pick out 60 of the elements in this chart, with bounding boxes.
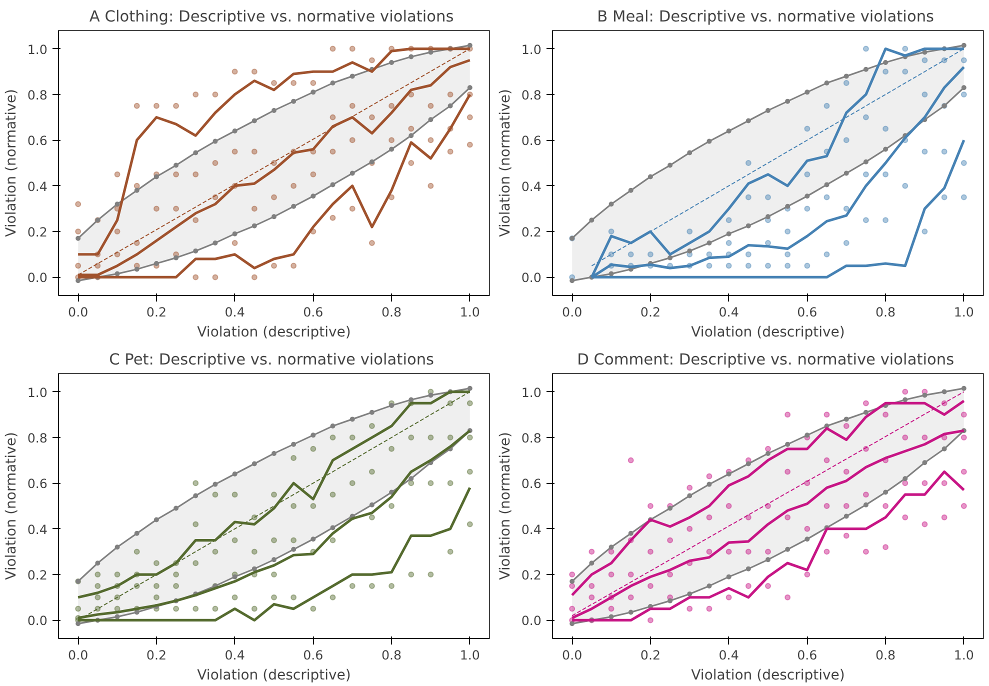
x-tick-label: 0.0 bbox=[562, 648, 582, 662]
y-tick-label: 0.4 bbox=[521, 178, 542, 194]
x-tick-label: 0.0 bbox=[562, 304, 582, 320]
y-tick-label: 0.6 bbox=[27, 133, 48, 148]
y-tick-label: 0.8 bbox=[521, 430, 542, 446]
y-tick-label: 0.8 bbox=[27, 430, 48, 446]
y-tick-label: 0.0 bbox=[521, 270, 542, 286]
x-axis-title: Violation (descriptive) bbox=[691, 324, 845, 340]
y-tick-label: 0.4 bbox=[27, 178, 48, 194]
x-tick-label: 0.2 bbox=[146, 304, 167, 320]
x-tick-label: 0.6 bbox=[303, 304, 324, 320]
y-tick-label: 0.6 bbox=[521, 133, 542, 148]
x-tick-label: 1.0 bbox=[954, 304, 974, 320]
chart-title: A Clothing: Descriptive vs. normative violations bbox=[89, 8, 454, 26]
y-axis-title: Violation (normative) bbox=[3, 432, 20, 580]
x-tick-label: 1.0 bbox=[954, 648, 974, 662]
x-tick-label: 0.0 bbox=[68, 648, 88, 662]
x-tick-label: 0.4 bbox=[224, 648, 245, 662]
x-tick-label: 0.2 bbox=[640, 648, 661, 662]
x-axis-title: Violation (descriptive) bbox=[197, 324, 351, 340]
x-axis-title: Violation (descriptive) bbox=[197, 668, 351, 684]
x-tick-label: 0.4 bbox=[224, 304, 245, 320]
x-tick-label: 0.2 bbox=[146, 648, 167, 662]
y-tick-label: 1.0 bbox=[521, 384, 542, 400]
chart-title: D Comment: Descriptive vs. normative violations bbox=[577, 350, 954, 368]
x-tick-label: 0.6 bbox=[797, 304, 818, 320]
x-axis-title: Violation (descriptive) bbox=[691, 668, 845, 684]
x-tick-label: 0.8 bbox=[875, 304, 896, 320]
x-tick-label: 0.8 bbox=[875, 648, 896, 662]
x-tick-label: 0.0 bbox=[68, 304, 88, 320]
y-tick-label: 0.6 bbox=[27, 476, 48, 492]
chart-title: C Pet: Descriptive vs. normative violations bbox=[109, 350, 434, 368]
y-tick-label: 0.4 bbox=[521, 522, 542, 537]
y-tick-label: 0.2 bbox=[521, 224, 542, 240]
x-tick-label: 0.6 bbox=[797, 648, 818, 662]
y-tick-label: 1.0 bbox=[27, 384, 48, 400]
y-tick-label: 0.2 bbox=[27, 568, 48, 583]
y-axis-title: Violation (normative) bbox=[497, 89, 514, 237]
y-tick-label: 0.8 bbox=[27, 87, 48, 102]
y-tick-label: 0.2 bbox=[27, 224, 48, 240]
y-tick-label: 0.0 bbox=[27, 270, 48, 286]
x-tick-label: 0.4 bbox=[718, 648, 739, 662]
y-axis-title: Violation (normative) bbox=[497, 432, 514, 580]
x-tick-label: 0.4 bbox=[718, 304, 739, 320]
x-tick-label: 0.8 bbox=[381, 304, 402, 320]
y-tick-label: 0.6 bbox=[521, 476, 542, 492]
y-tick-label: 1.0 bbox=[521, 42, 542, 57]
x-tick-label: 1.0 bbox=[460, 648, 480, 662]
y-tick-label: 0.2 bbox=[521, 568, 542, 583]
y-tick-label: 0.0 bbox=[521, 613, 542, 628]
x-tick-label: 1.0 bbox=[460, 304, 480, 320]
chart-title: B Meal: Descriptive vs. normative violations bbox=[597, 8, 934, 26]
y-axis-title: Violation (normative) bbox=[3, 89, 20, 237]
x-tick-label: 0.6 bbox=[303, 648, 324, 662]
x-tick-label: 0.8 bbox=[381, 648, 402, 662]
y-tick-label: 0.0 bbox=[27, 613, 48, 628]
x-tick-label: 0.2 bbox=[640, 304, 661, 320]
y-tick-label: 0.4 bbox=[27, 522, 48, 537]
y-tick-label: 1.0 bbox=[27, 42, 48, 57]
y-tick-label: 0.8 bbox=[521, 87, 542, 102]
